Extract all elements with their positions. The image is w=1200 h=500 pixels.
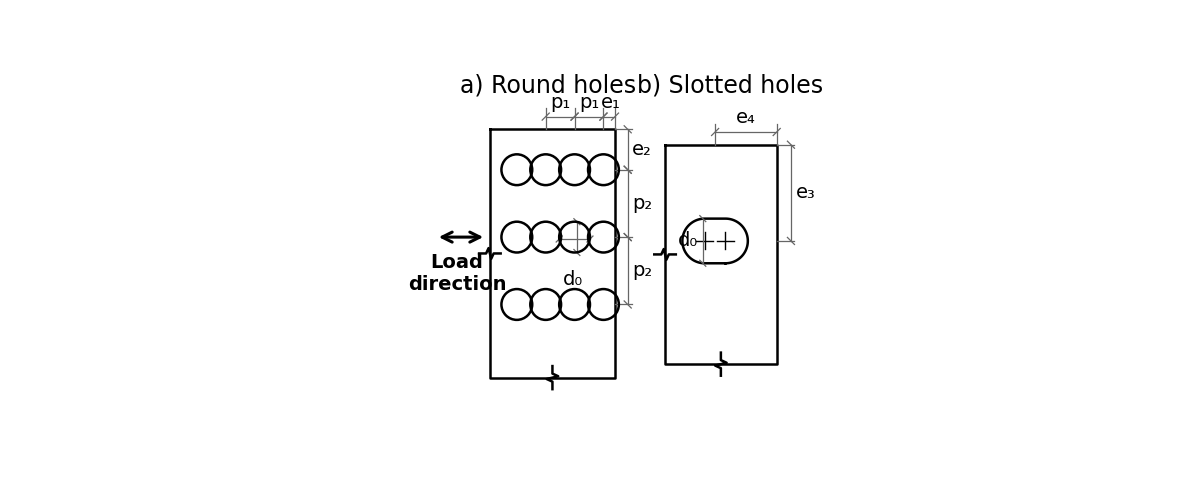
Text: e₁: e₁ — [601, 93, 622, 112]
Text: e₂: e₂ — [632, 140, 653, 159]
Text: p₁: p₁ — [578, 93, 599, 112]
Text: e₃: e₃ — [796, 184, 816, 203]
Text: p₂: p₂ — [632, 194, 653, 213]
Text: d₀: d₀ — [678, 232, 698, 250]
Text: a) Round holes: a) Round holes — [460, 74, 636, 98]
Text: e₄: e₄ — [736, 108, 756, 128]
Text: d₀: d₀ — [563, 270, 583, 289]
Text: Load
direction: Load direction — [408, 252, 506, 294]
Text: p₁: p₁ — [550, 93, 570, 112]
Text: b) Slotted holes: b) Slotted holes — [637, 74, 823, 98]
Text: p₂: p₂ — [632, 262, 653, 280]
